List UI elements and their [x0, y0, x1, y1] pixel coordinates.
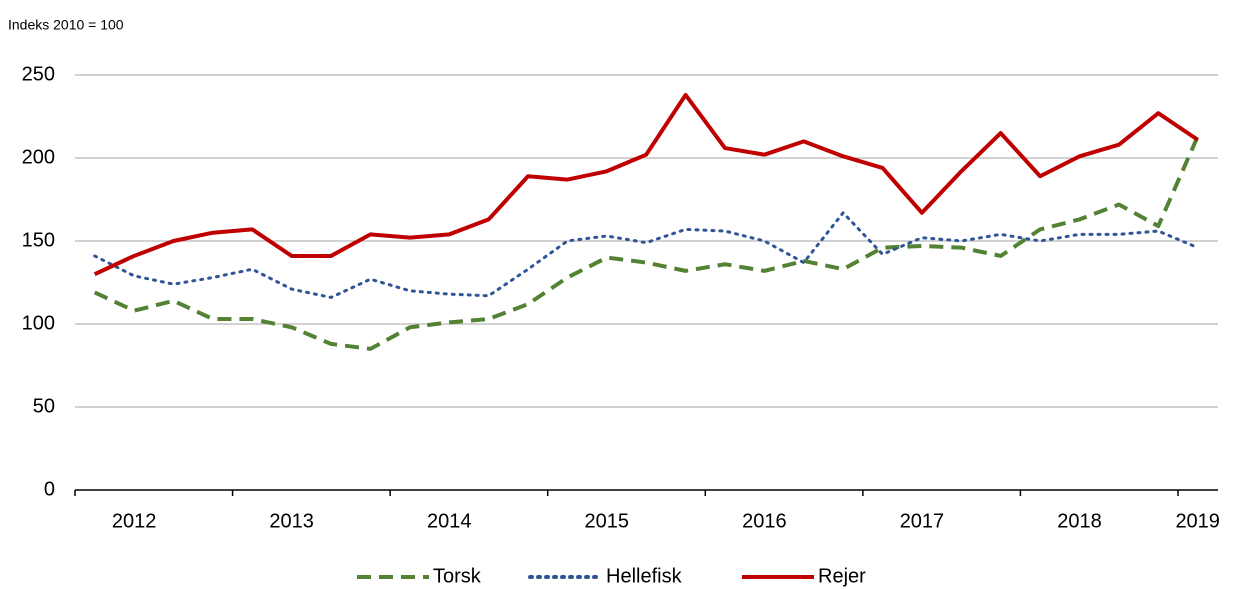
- x-tick-label: 2013: [269, 510, 314, 532]
- y-tick-label: 100: [22, 312, 55, 334]
- series-line: [93, 211, 1200, 299]
- x-tick-label: 2012: [112, 510, 157, 532]
- legend-label: Rejer: [818, 565, 866, 587]
- x-tick-label: 2015: [585, 510, 630, 532]
- y-tick-label: 150: [22, 229, 55, 251]
- x-tick-label: 2019: [1175, 510, 1220, 532]
- legend-label: Hellefisk: [606, 565, 683, 587]
- y-tick-label: 250: [22, 63, 55, 85]
- series-line: [93, 135, 1200, 351]
- y-tick-label: 50: [33, 395, 55, 417]
- series-line: [93, 92, 1199, 277]
- x-tick-label: 2018: [1057, 510, 1102, 532]
- x-tick-label: 2016: [742, 510, 787, 532]
- x-tick-label: 2017: [900, 510, 945, 532]
- y-axis-label: Indeks 2010 = 100: [8, 17, 124, 33]
- legend-label: Torsk: [433, 565, 482, 587]
- y-tick-label: 0: [44, 478, 55, 500]
- x-tick-label: 2014: [427, 510, 472, 532]
- y-tick-label: 200: [22, 146, 55, 168]
